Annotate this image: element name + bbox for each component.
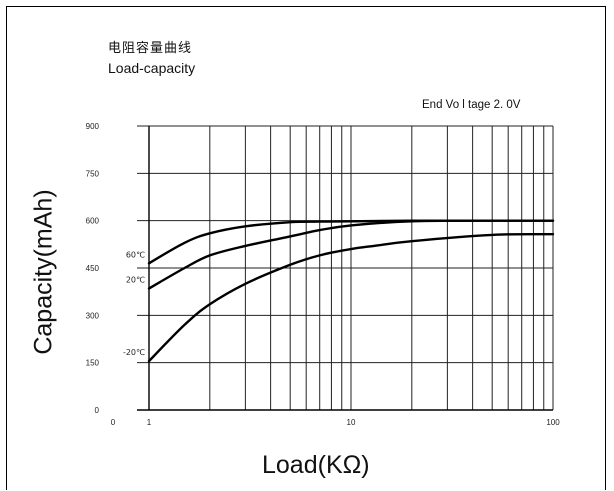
y-tick-label: 900	[86, 122, 100, 131]
series-label: 20℃	[126, 276, 145, 285]
y-tick-label: 0	[95, 406, 100, 415]
series-label: 60℃	[126, 250, 145, 259]
y-tick-label: 750	[86, 169, 100, 178]
x-axis-label: Load(KΩ)	[262, 451, 370, 479]
x-tick-label: 100	[546, 418, 560, 427]
chart-subtitle: End Vo l tage 2. 0V	[422, 99, 521, 111]
y-tick-label: 150	[86, 359, 100, 368]
y-tick-label: 450	[86, 264, 100, 273]
series-label: -20℃	[123, 348, 145, 357]
y-tick-label: 600	[86, 217, 100, 226]
series-line-1	[147, 219, 555, 290]
chart-title-chinese: 电阻容量曲线	[108, 41, 193, 56]
x-tick-label: 10	[347, 418, 356, 427]
chart-title: Load-capacity	[108, 60, 196, 76]
x-tick-label: 1	[147, 418, 152, 427]
series-line-2	[147, 232, 555, 363]
y-tick-label: 300	[86, 311, 100, 320]
x-tick-label: 0	[111, 418, 116, 427]
